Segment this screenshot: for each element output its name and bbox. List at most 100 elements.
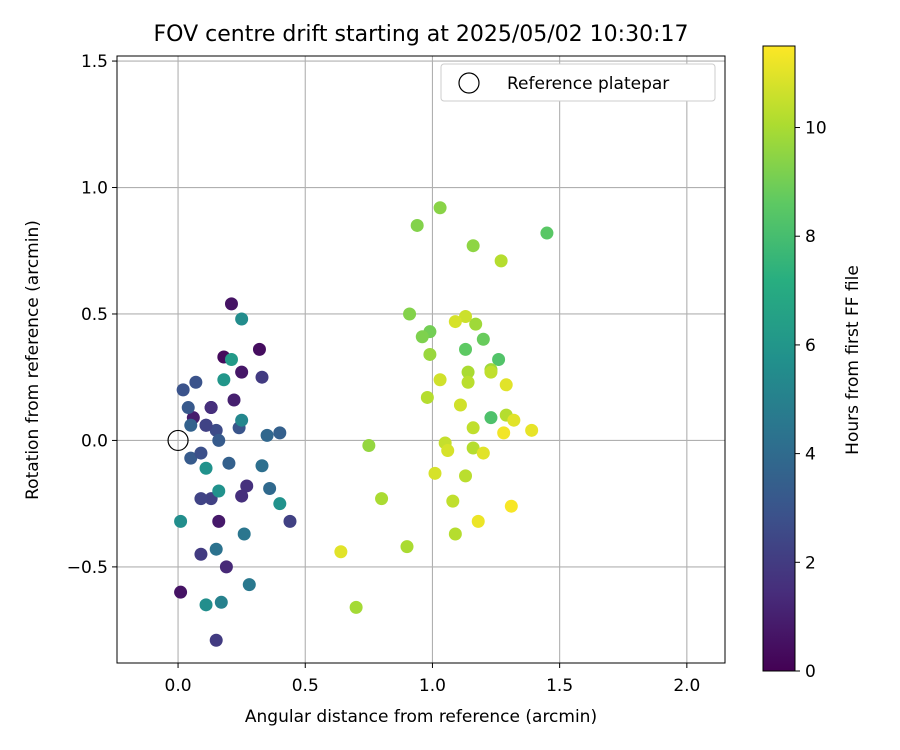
data-point (507, 413, 521, 427)
data-point (235, 365, 249, 379)
data-point (194, 446, 208, 460)
data-point (497, 426, 511, 440)
data-point (222, 456, 236, 470)
data-point (194, 547, 208, 561)
data-point (212, 514, 226, 528)
legend-label: Reference platepar (507, 74, 669, 94)
data-point (433, 201, 447, 215)
data-point (540, 226, 554, 240)
data-point (260, 428, 274, 442)
colorbar-tick-label: 8 (805, 227, 816, 247)
data-point (252, 342, 266, 356)
data-point (461, 365, 475, 379)
data-point (423, 347, 437, 361)
data-point (184, 451, 198, 465)
x-tick-label: 1.0 (419, 676, 446, 696)
data-point (448, 315, 462, 329)
data-point (237, 527, 251, 541)
y-tick-label: 0.0 (81, 431, 108, 451)
colorbar-tick-label: 6 (805, 336, 816, 356)
data-point (209, 633, 223, 647)
data-point (224, 297, 238, 311)
data-point (349, 600, 363, 614)
data-point (448, 527, 462, 541)
legend-box (440, 63, 716, 102)
data-point (469, 317, 483, 331)
data-point (273, 426, 287, 440)
data-point (362, 438, 376, 452)
colorbar-tick-label: 0 (805, 662, 816, 682)
data-point (217, 373, 231, 387)
data-point (242, 578, 256, 592)
data-point (209, 423, 223, 437)
data-point (476, 446, 490, 460)
data-point (461, 375, 475, 389)
chart-title: FOV centre drift starting at 2025/05/02 … (154, 22, 689, 47)
colorbar-label: Hours from first FF file (843, 265, 863, 455)
y-tick-label: 1.0 (81, 179, 108, 199)
data-point (209, 542, 223, 556)
data-point (255, 459, 269, 473)
y-tick-label: 0.5 (81, 305, 108, 325)
data-point (212, 433, 226, 447)
data-point (199, 598, 213, 612)
data-point (466, 239, 480, 253)
data-point (235, 312, 249, 326)
y-axis-label: Rotation from reference (arcmin) (23, 220, 43, 500)
data-point (224, 353, 238, 366)
x-tick-label: 2.0 (673, 676, 700, 696)
data-point (466, 421, 480, 435)
colorbar-tick-label: 4 (805, 445, 816, 465)
data-point (235, 489, 249, 503)
y-tick-label: 1.5 (81, 52, 108, 72)
data-point (219, 560, 233, 574)
data-point (415, 330, 429, 344)
colorbar: 0 2 4 6 8 10 Hours from first FF file (762, 45, 863, 682)
x-tick-label: 1.5 (546, 676, 573, 696)
data-point (189, 375, 203, 389)
data-point (263, 481, 277, 495)
y-tick-label: −0.5 (67, 558, 108, 578)
data-point (174, 514, 188, 528)
data-point (194, 492, 208, 506)
legend: Reference platepar (440, 63, 716, 102)
grid-lines (117, 56, 725, 663)
y-axis-ticks: −0.5 0.0 0.5 1.0 1.5 (67, 52, 117, 578)
data-point (410, 218, 424, 232)
data-point (199, 418, 213, 432)
colorbar-gradient (762, 45, 796, 672)
x-axis-label: Angular distance from reference (arcmin) (245, 707, 597, 727)
plot-frame (116, 55, 726, 664)
data-point (504, 499, 518, 513)
data-point (484, 365, 498, 379)
data-point (446, 494, 460, 508)
data-points (174, 201, 554, 647)
data-point (471, 514, 485, 528)
data-point (453, 398, 467, 412)
x-tick-label: 0.0 (165, 676, 192, 696)
data-point (484, 411, 498, 425)
data-point (375, 492, 389, 506)
data-point (334, 545, 348, 559)
legend-open-circle-icon (458, 72, 480, 94)
data-point (466, 441, 480, 455)
x-axis-ticks: 0.0 0.5 1.0 1.5 2.0 (165, 663, 700, 696)
data-point (227, 393, 241, 407)
data-point (400, 540, 414, 554)
colorbar-tick-label: 10 (805, 119, 827, 139)
data-point (235, 413, 249, 427)
data-point (204, 401, 218, 415)
data-point (403, 307, 417, 321)
data-point (283, 514, 297, 528)
data-point (420, 390, 434, 404)
data-point (214, 595, 228, 609)
data-point (428, 466, 442, 480)
reference-platepar-point (167, 429, 189, 452)
data-point (433, 373, 447, 387)
x-tick-label: 0.5 (292, 676, 319, 696)
data-point (494, 254, 508, 268)
data-point (212, 484, 226, 498)
reference-marker (167, 429, 189, 452)
colorbar-ticks: 0 2 4 6 8 10 (795, 119, 827, 682)
